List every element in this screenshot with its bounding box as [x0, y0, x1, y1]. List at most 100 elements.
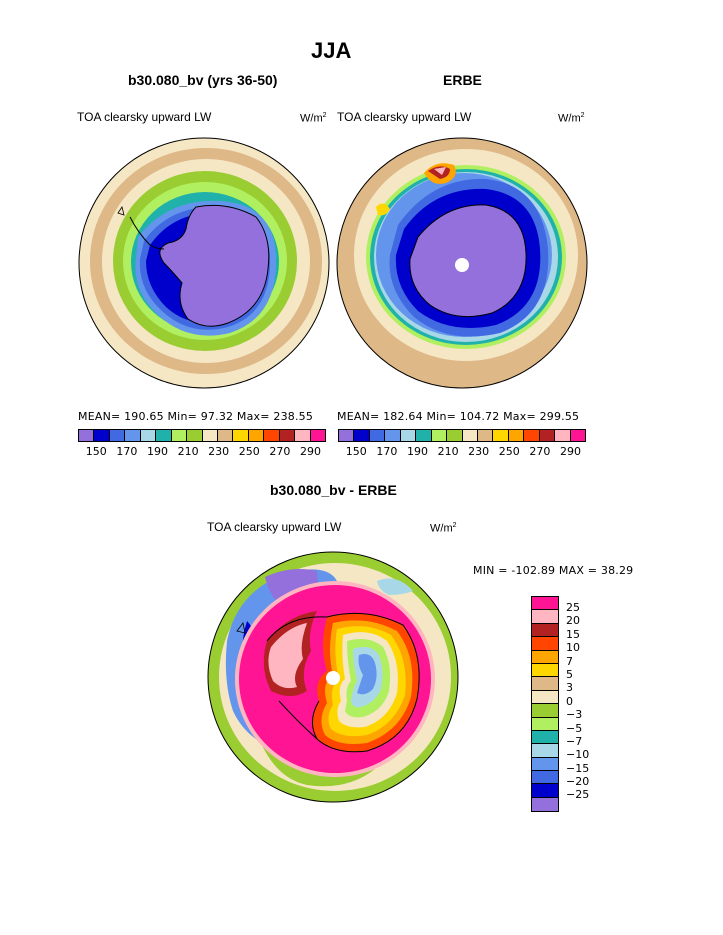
colorbar-swatch: [532, 771, 558, 785]
diff-stats: MIN = -102.89 MAX = 38.29: [473, 564, 634, 577]
colorbar-swatch: [524, 430, 540, 441]
tick-label: 0: [566, 694, 573, 708]
tick-label: 250: [238, 445, 260, 458]
colorbar-swatch: [555, 430, 571, 441]
diff-units: W/m2: [430, 522, 457, 535]
tick-label: −25: [566, 788, 590, 802]
colorbar-swatch: [493, 430, 509, 441]
tick-label: 25: [566, 601, 580, 614]
tick-label: 20: [566, 614, 580, 628]
tick-label: 170: [116, 445, 138, 458]
tick-label: 190: [406, 445, 428, 458]
left-panel-subtitle: b30.080_bv (yrs 36-50): [128, 72, 278, 88]
colorbar-swatch: [532, 717, 558, 731]
tick-label: 270: [529, 445, 551, 458]
left-field-label: TOA clearsky upward LW: [77, 110, 212, 124]
colorbar-swatch: [369, 430, 386, 441]
tick-label: 250: [498, 445, 520, 458]
tick-label: −15: [566, 761, 590, 775]
tick-label: 3: [566, 681, 573, 695]
colorbar-swatch: [354, 430, 370, 441]
colorbar-swatch: [202, 430, 218, 441]
tick-label: −5: [566, 721, 583, 735]
colorbar-swatch: [532, 597, 558, 611]
colorbar-swatch: [217, 430, 234, 441]
colorbar-swatch: [532, 677, 558, 691]
page-title: JJA: [311, 38, 352, 63]
colorbar-swatch: [125, 430, 141, 441]
colorbar-swatch: [532, 704, 558, 718]
colorbar-swatch: [532, 637, 558, 651]
tick-label: 150: [85, 445, 107, 458]
diff-field-label: TOA clearsky upward LW: [207, 520, 342, 534]
colorbar-swatch: [416, 430, 432, 441]
colorbar-swatch: [532, 744, 558, 758]
tick-label: 10: [566, 641, 580, 655]
tick-label: 190: [146, 445, 168, 458]
colorbar-swatch: [140, 430, 157, 441]
colorbar-swatch: [508, 430, 525, 441]
colorbar-swatch: [532, 650, 558, 664]
colorbar-swatch: [532, 784, 558, 798]
colorbar-swatch: [79, 430, 95, 441]
colorbar-swatch: [532, 730, 558, 745]
diff-colorbar: [531, 596, 559, 813]
colorbar-swatch: [171, 430, 188, 441]
difference-polar-map: [207, 551, 459, 803]
colorbar-swatch: [109, 430, 126, 441]
colorbar-swatch: [477, 430, 494, 441]
model-polar-map: [78, 137, 330, 389]
colorbar-swatch: [248, 430, 265, 441]
colorbar-swatch: [400, 430, 417, 441]
colorbar-swatch: [187, 430, 203, 441]
left-stats: MEAN= 190.65 Min= 97.32 Max= 238.55: [78, 410, 314, 423]
right-panel-subtitle: ERBE: [443, 72, 482, 88]
colorbar-swatch: [431, 430, 448, 441]
colorbar-swatch: [532, 623, 558, 638]
right-colorbar: [338, 429, 586, 442]
colorbar-swatch: [310, 430, 325, 441]
tick-label: 5: [566, 667, 573, 681]
colorbar-swatch: [264, 430, 280, 441]
right-units: W/m2: [558, 112, 585, 125]
colorbar-swatch: [295, 430, 311, 441]
right-field-label: TOA clearsky upward LW: [337, 110, 472, 124]
colorbar-swatch: [532, 757, 558, 772]
colorbar-swatch: [385, 430, 401, 441]
erbe-polar-map: [336, 137, 588, 389]
colorbar-swatch: [539, 430, 556, 441]
colorbar-swatch: [94, 430, 110, 441]
colorbar-swatch: [447, 430, 463, 441]
tick-label: −7: [566, 734, 583, 748]
tick-label: 210: [177, 445, 199, 458]
colorbar-swatch: [570, 430, 585, 441]
colorbar-swatch: [233, 430, 249, 441]
colorbar-swatch: [532, 690, 558, 705]
tick-label: 15: [566, 627, 580, 641]
tick-label: 290: [299, 445, 321, 458]
tick-label: 210: [437, 445, 459, 458]
left-colorbar: [78, 429, 326, 442]
right-stats: MEAN= 182.64 Min= 104.72 Max= 299.55: [337, 410, 580, 423]
tick-label: 7: [566, 654, 573, 668]
tick-label: 150: [345, 445, 367, 458]
colorbar-swatch: [532, 797, 558, 812]
tick-label: −20: [566, 775, 590, 789]
tick-label: 230: [468, 445, 490, 458]
left-colorbar-ticks: 150 170 190 210 230 250 270 290: [81, 445, 326, 458]
colorbar-swatch: [462, 430, 478, 441]
tick-label: −3: [566, 708, 583, 722]
tick-label: 290: [559, 445, 581, 458]
left-units: W/m2: [300, 112, 327, 125]
colorbar-swatch: [279, 430, 296, 441]
tick-label: 170: [376, 445, 398, 458]
diff-panel-subtitle: b30.080_bv - ERBE: [270, 482, 397, 498]
tick-label: 230: [208, 445, 230, 458]
tick-label: 270: [269, 445, 291, 458]
colorbar-swatch: [532, 663, 558, 678]
tick-label: −10: [566, 748, 590, 762]
diff-colorbar-labels: 25 20 15 10 7 5 3 0 −3 −5 −7 −10 −15 −20…: [566, 601, 589, 802]
colorbar-swatch: [532, 610, 558, 624]
colorbar-swatch: [156, 430, 172, 441]
right-colorbar-ticks: 150 170 190 210 230 250 270 290: [341, 445, 586, 458]
